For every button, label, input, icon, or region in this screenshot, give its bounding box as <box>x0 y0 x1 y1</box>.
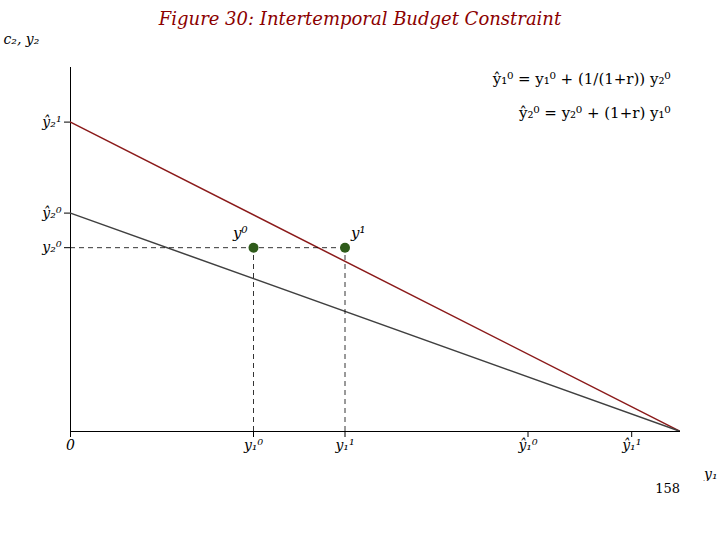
svg-text:ŷ₂⁰: ŷ₂⁰ <box>41 205 62 221</box>
svg-text:y₁¹: y₁¹ <box>334 437 354 453</box>
svg-text:ŷ₁⁰ = y₁⁰ + (1/(1+r)) y₂⁰: ŷ₁⁰ = y₁⁰ + (1/(1+r)) y₂⁰ <box>492 70 671 88</box>
svg-text:y₂⁰: y₂⁰ <box>41 239 62 255</box>
svg-text:ŷ₁¹: ŷ₁¹ <box>621 437 641 453</box>
svg-text:y₁⁰: y₁⁰ <box>243 437 264 453</box>
svg-text:y¹: y¹ <box>350 224 366 242</box>
svg-text:ŷ₁⁰: ŷ₁⁰ <box>517 437 538 453</box>
html-text:158: 158 <box>655 481 680 496</box>
svg-text:y₁: y₁ <box>703 466 718 482</box>
svg-text:ŷ₂¹: ŷ₂¹ <box>41 114 61 130</box>
svg-text:y⁰: y⁰ <box>232 224 248 242</box>
svg-text:c₂, y₂: c₂, y₂ <box>4 31 40 47</box>
svg-text:ŷ₂⁰ = y₂⁰ + (1+r) y₁⁰: ŷ₂⁰ = y₂⁰ + (1+r) y₁⁰ <box>518 104 670 122</box>
svg-text:0: 0 <box>66 437 75 453</box>
html-text:Figure 30: Intertemporal Budge: Figure 30: Intertemporal Budget Constrai… <box>158 8 562 29</box>
